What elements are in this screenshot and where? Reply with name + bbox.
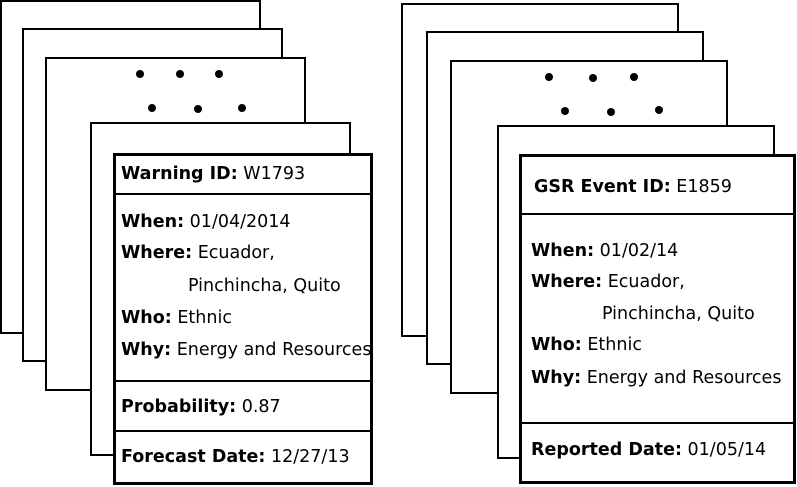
warning-forecast-section: Forecast Date: 12/27/13	[116, 432, 370, 482]
ellipsis-dot	[561, 107, 569, 115]
event-why-label: Why:	[531, 368, 582, 388]
event-reported-value: 01/05/14	[687, 440, 767, 460]
warning-who-value: Ethnic	[177, 308, 232, 328]
warning-id-value: W1793	[243, 164, 306, 184]
warning-probability-row: Probability: 0.87	[121, 397, 281, 417]
warning-who-label: Who:	[121, 308, 172, 328]
warning-who-row: Who: Ethnic	[121, 308, 232, 328]
warning-when-row: When: 01/04/2014	[121, 212, 291, 232]
ellipsis-dot	[655, 106, 663, 114]
event-reported-row: Reported Date: 01/05/14	[531, 440, 766, 460]
event-where-value-line2: Pinchincha, Quito	[602, 304, 755, 324]
ellipsis-dot	[176, 70, 184, 78]
event-card: GSR Event ID: E1859 When: 01/02/14 Where…	[519, 154, 796, 484]
event-details-section: When: 01/02/14 Where: Ecuador, Pinchinch…	[522, 215, 793, 424]
ellipsis-dot	[194, 105, 202, 113]
event-reported-section: Reported Date: 01/05/14	[522, 424, 793, 481]
warning-details-section: When: 01/04/2014 Where: Ecuador, Pinchin…	[116, 195, 371, 382]
warning-card: Warning ID: W1793 When: 01/04/2014 Where…	[113, 153, 373, 485]
event-id-label: GSR Event ID:	[534, 177, 671, 197]
warning-forecast-value: 12/27/13	[270, 447, 350, 467]
warning-probability-section: Probability: 0.87	[116, 382, 370, 432]
warning-id-label: Warning ID:	[121, 164, 238, 184]
ellipsis-dot	[545, 73, 553, 81]
ellipsis-dot	[607, 108, 615, 116]
warning-where-value-line2: Pinchincha, Quito	[188, 276, 341, 296]
event-why-row: Why: Energy and Resources	[531, 368, 781, 388]
event-when-row: When: 01/02/14	[531, 241, 678, 261]
event-why-value: Energy and Resources	[586, 368, 782, 388]
warning-where-value: Ecuador,	[197, 243, 275, 263]
event-when-label: When:	[531, 241, 595, 261]
warning-why-label: Why:	[121, 340, 172, 360]
warning-when-label: When:	[121, 212, 185, 232]
ellipsis-dot	[238, 104, 246, 112]
ellipsis-dot	[148, 104, 156, 112]
event-id-row: GSR Event ID: E1859	[534, 177, 732, 197]
event-where-label: Where:	[531, 272, 603, 292]
ellipsis-dot	[215, 70, 223, 78]
warning-id-section: Warning ID: W1793	[116, 156, 370, 195]
event-who-row: Who: Ethnic	[531, 335, 642, 355]
event-id-value: E1859	[676, 177, 732, 197]
warning-probability-label: Probability:	[121, 397, 237, 417]
event-id-section: GSR Event ID: E1859	[522, 157, 793, 215]
warning-forecast-row: Forecast Date: 12/27/13	[121, 447, 350, 467]
warning-when-value: 01/04/2014	[189, 212, 291, 232]
warning-where-row: Where: Ecuador,	[121, 243, 275, 263]
ellipsis-dot	[136, 70, 144, 78]
event-where-row: Where: Ecuador,	[531, 272, 685, 292]
warning-why-value: Energy and Resources	[176, 340, 372, 360]
warning-where-label: Where:	[121, 243, 193, 263]
event-when-value: 01/02/14	[599, 241, 679, 261]
event-reported-label: Reported Date:	[531, 440, 682, 460]
ellipsis-dot	[630, 73, 638, 81]
event-where-value: Ecuador,	[607, 272, 685, 292]
event-who-label: Who:	[531, 335, 582, 355]
warning-probability-value: 0.87	[241, 397, 281, 417]
ellipsis-dot	[589, 74, 597, 82]
event-who-value: Ethnic	[587, 335, 642, 355]
warning-id-row: Warning ID: W1793	[121, 164, 305, 184]
warning-forecast-label: Forecast Date:	[121, 447, 266, 467]
warning-why-row: Why: Energy and Resources	[121, 340, 371, 360]
